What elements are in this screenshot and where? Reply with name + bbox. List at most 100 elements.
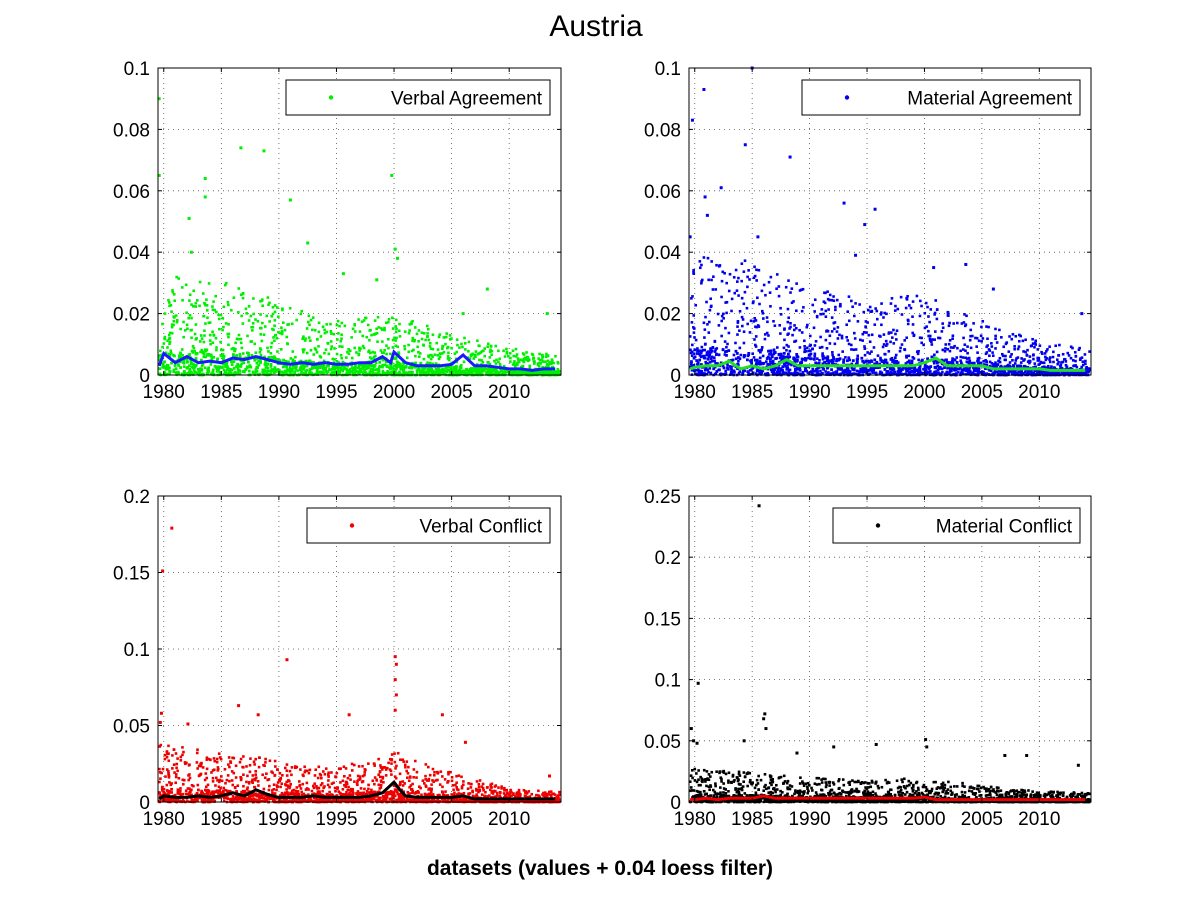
scatter-point bbox=[506, 370, 509, 374]
scatter-point bbox=[195, 761, 199, 764]
scatter-point bbox=[478, 789, 482, 793]
scatter-point bbox=[219, 348, 223, 352]
scatter-point bbox=[789, 372, 793, 375]
scatter-point bbox=[982, 370, 985, 374]
scatter-point bbox=[753, 358, 757, 362]
scatter-point bbox=[353, 371, 357, 375]
scatter-point bbox=[172, 370, 176, 374]
scatter-point bbox=[811, 369, 815, 373]
scatter-point bbox=[236, 337, 240, 341]
scatter-point bbox=[409, 784, 413, 787]
scatter-point bbox=[990, 362, 994, 365]
scatter-point bbox=[439, 770, 443, 773]
scatter-point bbox=[338, 370, 341, 374]
scatter-point bbox=[333, 364, 337, 368]
scatter-point bbox=[923, 311, 927, 315]
scatter-point bbox=[720, 279, 724, 283]
scatter-point bbox=[471, 369, 474, 373]
scatter-point bbox=[373, 351, 377, 354]
scatter-point bbox=[1048, 358, 1051, 362]
scatter-point bbox=[163, 757, 167, 761]
scatter-point bbox=[862, 310, 866, 314]
scatter-point bbox=[869, 366, 873, 370]
scatter-point bbox=[994, 337, 997, 341]
scatter-point bbox=[892, 360, 896, 364]
scatter-point bbox=[475, 793, 478, 796]
scatter-point bbox=[873, 362, 877, 366]
scatter-point bbox=[515, 361, 519, 365]
x-tick-label: 1980 bbox=[674, 382, 716, 403]
scatter-point bbox=[760, 371, 763, 375]
scatter-point bbox=[893, 372, 897, 376]
scatter-point bbox=[433, 773, 436, 777]
scatter-point bbox=[318, 354, 322, 358]
scatter-point bbox=[173, 299, 176, 303]
scatter-point bbox=[761, 317, 765, 320]
scatter-point bbox=[360, 370, 364, 374]
scatter-point bbox=[1015, 373, 1019, 376]
scatter-point bbox=[774, 357, 778, 361]
scatter-point bbox=[438, 355, 442, 359]
scatter-point bbox=[445, 370, 449, 374]
scatter-point bbox=[254, 769, 258, 773]
scatter-point bbox=[884, 339, 888, 343]
y-tick-labels: 00.020.040.060.080.1 bbox=[644, 59, 1091, 387]
scatter-point bbox=[899, 346, 902, 350]
scatter-point bbox=[357, 353, 360, 357]
scatter-point bbox=[323, 351, 326, 355]
scatter-point bbox=[994, 361, 997, 364]
y-tick-label: 0.1 bbox=[124, 59, 150, 80]
scatter-point bbox=[953, 344, 956, 348]
scatter-point bbox=[489, 345, 493, 348]
scatter-point bbox=[692, 356, 696, 360]
scatter-point bbox=[1033, 362, 1037, 365]
scatter-point bbox=[280, 370, 284, 374]
scatter-point bbox=[336, 800, 339, 803]
scatter-point bbox=[372, 355, 376, 359]
scatter-point bbox=[450, 776, 454, 779]
scatter-point bbox=[307, 372, 311, 375]
scatter-point bbox=[219, 757, 223, 761]
scatter-point bbox=[224, 281, 228, 285]
scatter-point bbox=[756, 324, 760, 327]
scatter-point bbox=[840, 336, 844, 340]
scatter-point bbox=[319, 371, 323, 375]
scatter-point bbox=[416, 345, 419, 349]
scatter-point bbox=[1064, 360, 1068, 363]
scatter-point bbox=[526, 356, 530, 359]
outlier-point bbox=[545, 312, 549, 316]
scatter-point bbox=[352, 368, 355, 372]
scatter-point bbox=[765, 316, 769, 319]
scatter-point bbox=[697, 372, 701, 376]
scatter-point bbox=[377, 372, 381, 376]
scatter-point bbox=[1054, 372, 1058, 376]
scatter-point bbox=[908, 304, 911, 307]
scatter-point bbox=[401, 365, 404, 369]
scatter-point bbox=[418, 352, 422, 355]
scatter-point bbox=[800, 288, 803, 292]
scatter-point bbox=[710, 359, 714, 363]
scatter-point bbox=[795, 353, 799, 356]
scatter-point bbox=[1036, 348, 1040, 351]
scatter-point bbox=[966, 360, 970, 364]
scatter-point bbox=[713, 340, 717, 343]
scatter-point bbox=[720, 295, 723, 299]
scatter-point bbox=[920, 358, 924, 362]
scatter-point bbox=[1024, 350, 1027, 354]
scatter-point bbox=[408, 792, 411, 795]
scatter-point bbox=[412, 348, 415, 352]
scatter-point bbox=[513, 360, 516, 363]
scatter-point bbox=[1024, 370, 1027, 374]
scatter-point bbox=[831, 359, 835, 363]
scatter-point bbox=[787, 279, 790, 282]
scatter-point bbox=[413, 365, 417, 369]
scatter-point bbox=[773, 372, 776, 376]
scatter-point bbox=[285, 360, 289, 364]
scatter-point bbox=[437, 357, 441, 361]
scatter-point bbox=[710, 260, 713, 263]
scatter-point bbox=[219, 340, 222, 344]
scatter-point bbox=[519, 365, 523, 369]
scatter-point bbox=[766, 355, 770, 359]
scatter-point bbox=[928, 337, 932, 341]
scatter-point bbox=[180, 348, 184, 351]
